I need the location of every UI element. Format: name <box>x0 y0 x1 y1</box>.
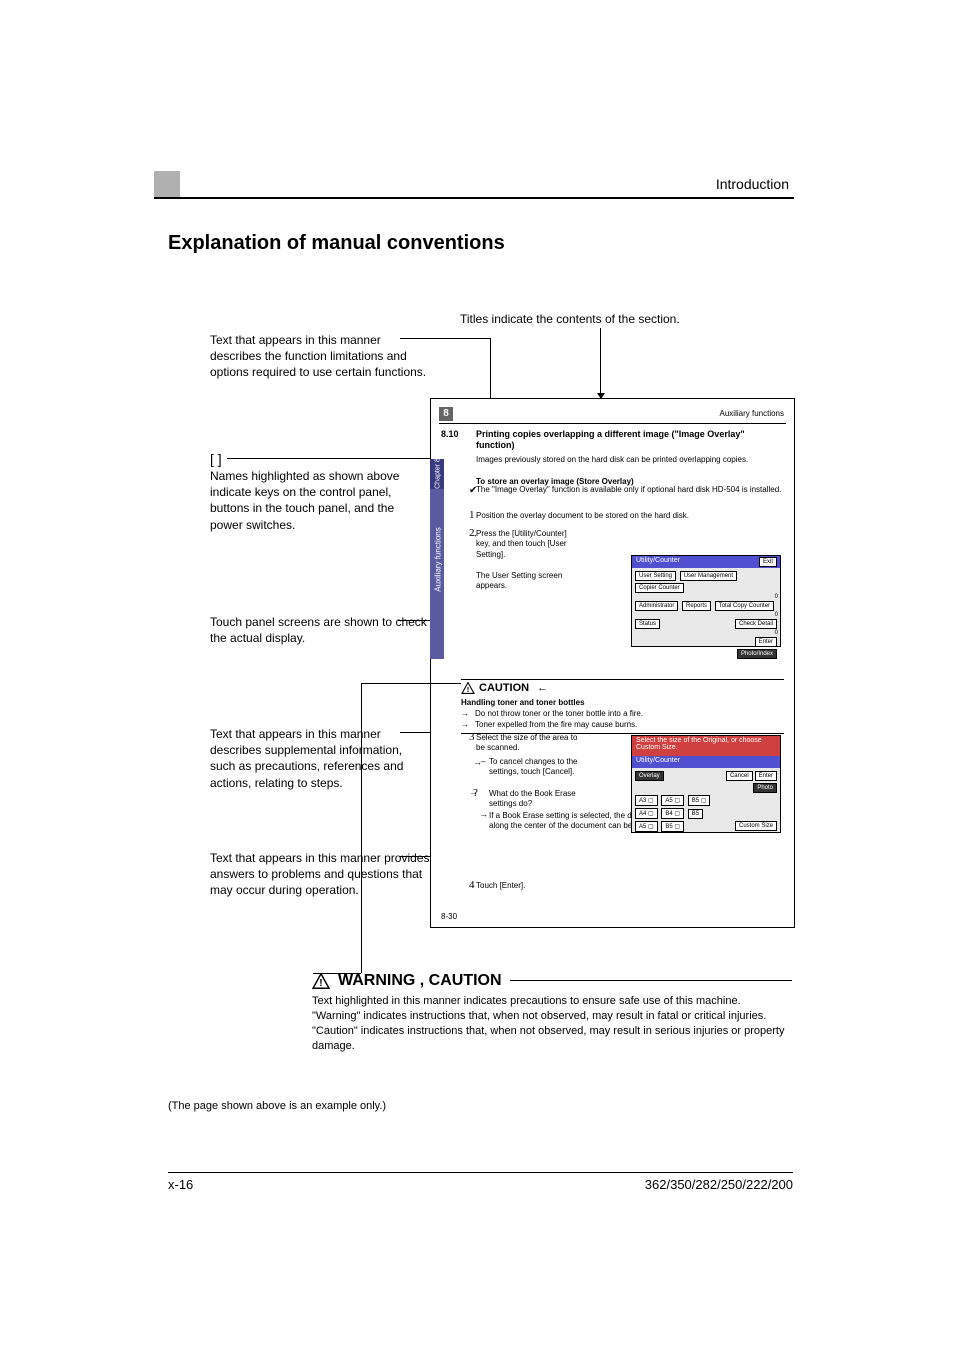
callout-supplemental: Text that appears in this manner describ… <box>210 726 430 791</box>
arrow-icon: → <box>461 720 469 729</box>
cancel-btn: Cancel <box>726 771 753 781</box>
svg-text:!: ! <box>467 685 470 694</box>
size-btn: B5 ▢ <box>688 795 711 806</box>
ss1-btn: User Setting <box>635 571 676 581</box>
aux-label: Auxiliary functions <box>720 409 784 418</box>
arrow-icon: → <box>469 787 478 797</box>
ss1-title: Utility/Counter Exit <box>632 556 780 568</box>
step-2b: The User Setting screen appears. <box>476 571 576 592</box>
step-1: Position the overlay document to be stor… <box>476 511 784 521</box>
callout-line-1 <box>400 338 490 339</box>
warning-title: WARNING , CAUTION <box>338 972 502 990</box>
ss1-enter: Enter <box>755 637 777 647</box>
svg-text:!: ! <box>319 978 322 989</box>
page-title: Explanation of manual conventions <box>168 232 505 255</box>
ss1-btn: User Management <box>680 571 737 581</box>
step-2: Press the [Utility/Counter] key, and the… <box>476 529 576 560</box>
check-note: The "Image Overlay" function is availabl… <box>476 485 784 495</box>
callout-keys: Names highlighted as shown above indicat… <box>210 468 430 533</box>
arrow-icon: → <box>479 809 488 819</box>
ss2-red: Select the size of the Original, or choo… <box>632 736 780 756</box>
ss1-photo: Photo/Index <box>737 649 777 659</box>
subsection-title: Printing copies overlapping a different … <box>476 429 784 451</box>
callout-answers: Text that appears in this manner provide… <box>210 850 430 899</box>
titles-note: Titles indicate the contents of the sect… <box>460 312 680 326</box>
exit-button: Exit <box>759 557 777 567</box>
warning-icon: ! <box>312 973 330 989</box>
ss1-btn: Total Copy Counter <box>715 601 774 611</box>
footer-right: 362/350/282/250/222/200 <box>645 1177 793 1192</box>
side-tab-chapter-label: Chapter 8 <box>435 374 442 574</box>
overlay-btn: Overlay <box>635 771 664 781</box>
caution-title-text: CAUTION <box>479 682 529 694</box>
step-3q: What do the Book Erase settings do? <box>489 789 589 810</box>
caution-leader-v <box>361 683 362 973</box>
caution-box: ! CAUTION ← Handling toner and toner bot… <box>461 679 784 734</box>
ss1-btn: Administrator <box>635 601 678 611</box>
step-num-3: 3 <box>469 731 475 743</box>
ss1-body: User Setting User Management Copier Coun… <box>632 568 780 662</box>
callout-brackets: [ ] <box>210 450 430 469</box>
callout-function-limitations: Text that appears in this manner describ… <box>210 332 430 381</box>
step-3: Select the size of the area to be scanne… <box>476 733 586 754</box>
step-4: Touch [Enter]. <box>476 881 784 891</box>
step-3a: To cancel changes to the settings, touch… <box>489 757 589 778</box>
ss2-title: Utility/Counter <box>632 756 780 768</box>
header-gray-box <box>154 171 180 197</box>
arrow-icon: → <box>461 709 469 718</box>
side-tab-chapter: Chapter 8 <box>430 459 444 489</box>
titles-arrow <box>600 328 601 398</box>
warning-section: ! WARNING , CAUTION Text highlighted in … <box>312 972 792 1053</box>
ss2-body: Overlay Enter Cancel Photo A3 ▢ A5 ▢ B5 … <box>632 768 780 835</box>
subsection-number: 8.10 <box>441 429 459 439</box>
intro-text: Images previously stored on the hard dis… <box>476 455 784 465</box>
screenshot-utility-counter: Utility/Counter Exit User Setting User M… <box>631 555 781 647</box>
size-btn: A4 ▢ <box>635 808 658 819</box>
mp-footer: 8-30 <box>441 912 457 921</box>
ss1-btn: Status <box>635 619 660 629</box>
footer-left: x-16 <box>168 1177 193 1192</box>
ss1-btn: Copier Counter <box>635 583 684 593</box>
ss1-title-text: Utility/Counter <box>636 557 680 564</box>
custom-btn: Custom Size <box>735 821 777 831</box>
size-btn: B5 <box>688 809 703 819</box>
size-btn: A3 ▢ <box>635 795 658 806</box>
header-rule <box>154 197 794 199</box>
screenshot-size-select: Select the size of the Original, or choo… <box>631 735 781 833</box>
callout-screens: Touch panel screens are shown to check t… <box>210 614 430 646</box>
size-btn: A5 ▢ <box>635 821 658 832</box>
page-footer: x-16 362/350/282/250/222/200 <box>168 1172 793 1192</box>
warning-rule <box>510 980 792 981</box>
step-num-4: 4 <box>469 879 475 891</box>
arrow-icon: → <box>469 529 478 539</box>
example-note: (The page shown above is an example only… <box>168 1100 386 1112</box>
mp-rule-top <box>439 423 786 424</box>
caution-leader-h <box>361 683 461 684</box>
size-btn: A5 ▢ <box>661 795 684 806</box>
header-label: Introduction <box>716 176 789 192</box>
warning-icon: ! <box>461 682 475 694</box>
warning-text: Text highlighted in this manner indicate… <box>312 994 792 1053</box>
size-btn: B5 ▢ <box>661 821 684 832</box>
caution-line-2: Toner expelled from the fire may cause b… <box>475 720 637 729</box>
sample-manual-page: 8 Auxiliary functions 8.10 Printing copi… <box>430 398 795 928</box>
caution-title: ! CAUTION ← <box>461 680 784 696</box>
caution-line-1: Do not throw toner or the toner bottle i… <box>475 709 643 718</box>
step-num-1: 1 <box>469 509 475 521</box>
size-btn: B4 ▢ <box>661 808 684 819</box>
header-bar <box>154 185 794 205</box>
ss1-check: Check Detail <box>735 619 777 629</box>
enter-btn: Enter <box>755 771 777 781</box>
caution-sub: Handling toner and toner bottles <box>461 698 784 707</box>
photo-btn: Photo <box>753 783 777 793</box>
ss1-btn: Reports <box>682 601 711 611</box>
